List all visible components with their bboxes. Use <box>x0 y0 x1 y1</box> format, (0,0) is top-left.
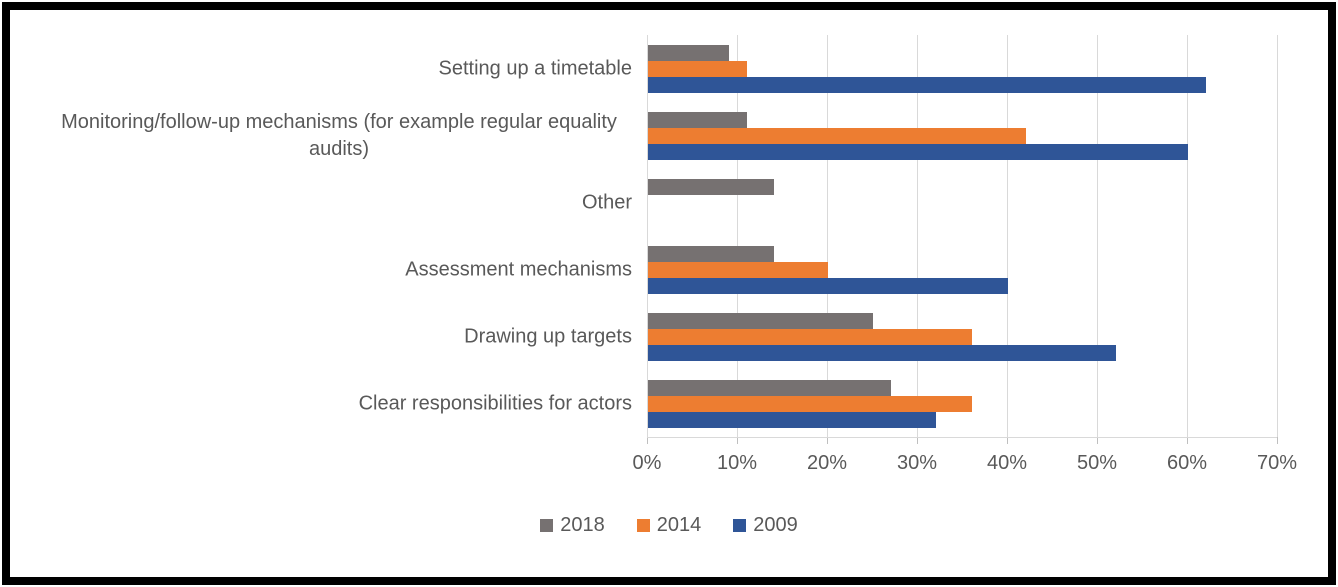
gridline-0% <box>647 35 648 437</box>
x-axis-tick-10% <box>737 437 738 444</box>
legend-label-2018: 2018 <box>560 514 605 536</box>
category-label-assessment-mechanisms: Assessment mechanisms <box>405 258 632 280</box>
bar-2009-setting-up-a-timetable <box>648 76 1206 93</box>
legend: 2018 2014 2009 <box>0 514 1338 537</box>
gridline-20% <box>827 35 828 437</box>
legend-swatch-2014 <box>636 519 650 532</box>
bar-2014-clear-responsibilities-for-actors <box>648 395 972 412</box>
x-axis-tick-60% <box>1187 437 1188 444</box>
category-label-monitoring-follow-up-mechanisms-for-exam: Monitoring/follow-up mechanisms (for exa… <box>61 110 617 160</box>
legend-label-2014: 2014 <box>656 514 702 536</box>
bar-2014-assessment-mechanisms <box>648 261 828 278</box>
bar-2018-setting-up-a-timetable <box>648 44 729 61</box>
bar-2009-drawing-up-targets <box>648 344 1116 361</box>
bar-2018-other <box>648 178 774 195</box>
gridline-50% <box>1097 35 1098 437</box>
x-axis-label-40%: 40% <box>986 452 1028 474</box>
legend-item-2009: 2009 <box>733 514 798 537</box>
gridline-70% <box>1277 35 1278 437</box>
x-axis-label-60%: 60% <box>1166 452 1208 474</box>
x-axis-tick-40% <box>1007 437 1008 444</box>
x-axis-line <box>647 437 1277 438</box>
bar-2018-clear-responsibilities-for-actors <box>648 379 891 396</box>
category-label-drawing-up-targets: Drawing up targets <box>464 325 632 347</box>
bar-2009-clear-responsibilities-for-actors <box>648 411 936 428</box>
bar-2018-assessment-mechanisms <box>648 245 774 262</box>
x-axis-tick-20% <box>827 437 828 444</box>
legend-item-2018: 2018 <box>540 514 605 537</box>
bar-2018-drawing-up-targets <box>648 312 873 329</box>
x-axis-label-10%: 10% <box>716 452 758 474</box>
legend-label-2009: 2009 <box>753 514 798 536</box>
gridline-60% <box>1187 35 1188 437</box>
bar-2014-drawing-up-targets <box>648 328 972 345</box>
x-axis-tick-0% <box>647 437 648 444</box>
category-label-clear-responsibilities-for-actors: Clear responsibilities for actors <box>358 392 632 414</box>
bar-2014-setting-up-a-timetable <box>648 60 747 77</box>
gridline-30% <box>917 35 918 437</box>
bar-2009-assessment-mechanisms <box>648 277 1008 294</box>
x-axis-tick-50% <box>1097 437 1098 444</box>
x-axis-label-0%: 0% <box>632 452 662 474</box>
legend-item-2014: 2014 <box>636 514 702 537</box>
x-axis-label-20%: 20% <box>806 452 848 474</box>
bar-2009-monitoring-follow-up-mechanisms-for-exam <box>648 143 1188 160</box>
legend-swatch-2018 <box>540 519 554 532</box>
bar-2018-monitoring-follow-up-mechanisms-for-exam <box>648 111 747 128</box>
category-label-setting-up-a-timetable: Setting up a timetable <box>438 57 632 79</box>
legend-swatch-2009 <box>733 519 747 532</box>
gridline-40% <box>1007 35 1008 437</box>
x-axis-label-70%: 70% <box>1256 452 1298 474</box>
x-axis-label-50%: 50% <box>1076 452 1118 474</box>
x-axis-tick-70% <box>1277 437 1278 444</box>
gridline-10% <box>737 35 738 437</box>
category-label-other: Other <box>581 191 632 213</box>
x-axis-tick-30% <box>917 437 918 444</box>
bar-2014-monitoring-follow-up-mechanisms-for-exam <box>648 127 1026 144</box>
x-axis-label-30%: 30% <box>896 452 938 474</box>
